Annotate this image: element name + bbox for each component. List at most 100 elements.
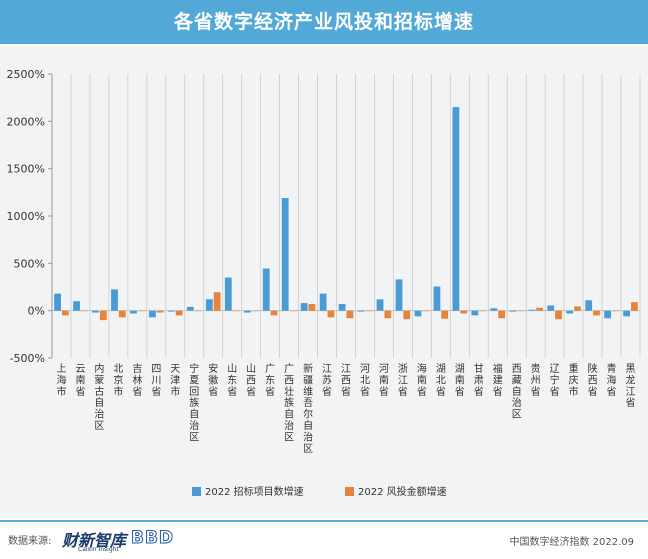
bar-vc-growth	[574, 306, 581, 311]
bar-tender-growth	[509, 310, 517, 312]
bar-vc-growth	[289, 310, 297, 312]
footer: 数据来源: 财新智库 Caixin Insight BBD 中国数字经济指数 2…	[0, 520, 648, 559]
bar-tender-growth	[300, 303, 308, 311]
bar-vc-growth	[99, 310, 107, 321]
bar-vc-growth	[327, 310, 335, 318]
category-label: 山西省	[246, 363, 256, 398]
bar-vc-growth	[308, 304, 316, 311]
bar-vc-growth	[441, 310, 449, 319]
bar-vc-growth	[213, 292, 221, 311]
category-label: 湖南省	[455, 363, 465, 398]
bar-vc-growth	[422, 310, 430, 312]
bar-vc-growth	[156, 310, 164, 313]
bar-tender-growth	[566, 310, 574, 314]
bar-tender-growth	[490, 308, 498, 311]
bar-vc-growth	[517, 310, 525, 312]
chart-background	[0, 46, 648, 518]
bar-tender-growth	[433, 286, 441, 311]
bar-vc-growth	[270, 310, 278, 316]
bar-tender-growth	[73, 301, 80, 311]
bar-tender-growth	[604, 310, 612, 319]
bar-tender-growth	[471, 310, 479, 316]
category-label: 天津市	[170, 364, 180, 398]
category-label: 贵州省	[531, 362, 541, 398]
bar-vc-growth	[175, 310, 183, 316]
bar-tender-growth	[452, 107, 460, 311]
bar-vc-growth	[80, 310, 88, 312]
bar-tender-growth	[338, 304, 346, 311]
bar-tender-growth	[130, 310, 137, 314]
category-label: 河北省	[360, 363, 370, 398]
category-label: 上海市	[56, 363, 66, 398]
bar-tender-growth	[111, 289, 118, 311]
bar-tender-growth	[547, 305, 555, 311]
bar-tender-growth	[281, 198, 289, 311]
bar-tender-growth	[585, 300, 593, 311]
category-label: 宁夏回族自治区	[189, 362, 199, 443]
bar-vc-growth	[479, 310, 487, 312]
category-label: 山东省	[227, 363, 237, 398]
bar-vc-growth	[631, 302, 638, 311]
category-label: 内蒙古自治区	[94, 362, 104, 432]
bar-vc-growth	[118, 310, 126, 318]
category-label: 湖北省	[436, 363, 446, 398]
category-label: 云南省	[75, 364, 85, 398]
category-label: 陕西省	[588, 362, 598, 398]
y-tick-label: 1500%	[7, 163, 45, 176]
bar-vc-growth	[137, 310, 145, 312]
bar-tender-growth	[243, 310, 251, 313]
bar-tender-growth	[357, 310, 365, 312]
bar-vc-growth	[555, 310, 562, 320]
bar-vc-growth	[61, 310, 69, 316]
bar-vc-growth	[460, 310, 468, 314]
category-label: 新疆维吾尔自治区	[303, 362, 313, 455]
category-label: 广东省	[265, 363, 275, 398]
category-label: 浙江省	[398, 363, 408, 398]
category-label: 辽宁省	[550, 363, 560, 398]
bar-tender-growth	[224, 277, 232, 311]
bar-tender-growth	[528, 309, 536, 311]
bar-vc-growth	[232, 310, 240, 312]
bar-tender-growth	[167, 310, 175, 312]
bar-tender-growth	[186, 306, 194, 311]
bar-vc-growth	[251, 310, 259, 312]
legend-swatch-tender	[192, 487, 201, 496]
y-tick-label: 2000%	[7, 115, 45, 128]
caixin-insight-logo-sub: Caixin Insight	[78, 546, 119, 553]
bar-tender-growth	[623, 310, 631, 317]
category-label: 四川省	[151, 364, 161, 398]
category-label: 吉林省	[132, 363, 142, 398]
bar-vc-growth	[346, 310, 354, 319]
caixin-insight-logo: 财新智库	[62, 531, 127, 550]
bar-vc-growth	[612, 310, 619, 312]
page-title: 各省数字经济产业风投和招标增速	[0, 0, 648, 44]
bar-vc-growth	[365, 310, 373, 312]
category-label: 北京市	[113, 363, 123, 398]
source-label: 数据来源:	[8, 536, 52, 547]
category-label: 安徽省	[208, 362, 218, 398]
bar-tender-growth	[262, 268, 270, 311]
bar-tender-growth	[92, 310, 99, 313]
bar-vc-growth	[593, 310, 600, 316]
category-label: 福建省	[493, 362, 503, 398]
y-tick-label: 500%	[14, 257, 45, 270]
category-label: 黑龙江省	[626, 363, 636, 409]
legend-label-vc: 2022 风投金额增速	[358, 485, 447, 498]
category-label: 西藏自治区	[512, 364, 522, 421]
category-label: 江西省	[341, 363, 351, 398]
bar-tender-growth	[149, 310, 156, 318]
bar-vc-growth	[384, 310, 392, 319]
bbd-logo: BBD	[130, 528, 175, 549]
category-label: 海南省	[417, 362, 427, 398]
category-label: 重庆市	[569, 362, 579, 398]
bar-vc-growth	[403, 310, 411, 320]
category-label: 广西壮族自治区	[284, 363, 294, 443]
footer-note: 中国数字经济指数 2022.09	[509, 537, 634, 548]
y-tick-label: 1000%	[7, 210, 45, 223]
y-tick-label: 0%	[28, 305, 45, 318]
bar-chart: -500% 0% 500% 1000% 1500% 2000% 2500% 上海市云南省内蒙古…	[7, 68, 641, 498]
legend-swatch-vc	[345, 487, 354, 496]
bar-vc-growth	[498, 310, 506, 319]
category-label: 江苏省	[322, 363, 332, 398]
bar-tender-growth	[205, 299, 213, 311]
